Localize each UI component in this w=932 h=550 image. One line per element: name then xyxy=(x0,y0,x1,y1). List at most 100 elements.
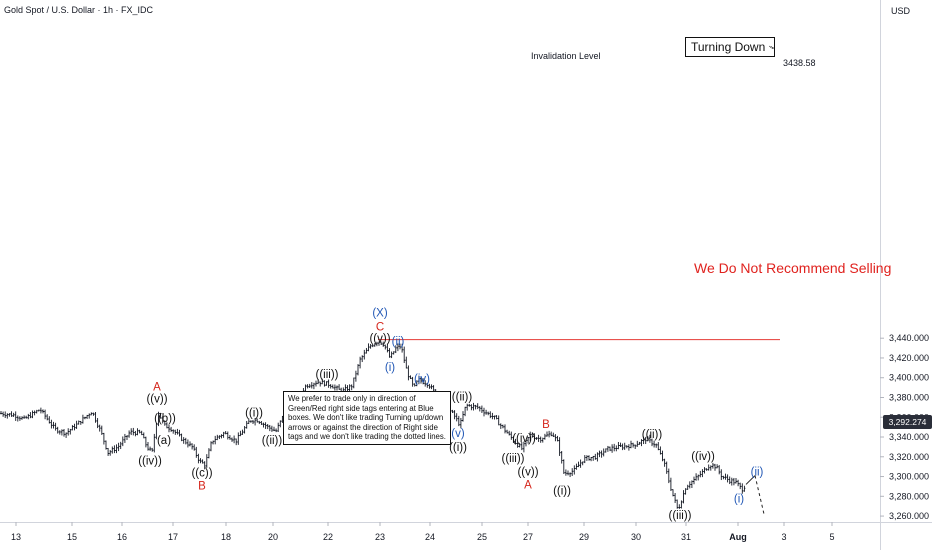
ohlc-bar xyxy=(54,422,57,431)
ohlc-bar xyxy=(149,446,152,451)
ohlc-bar xyxy=(485,409,488,415)
ohlc-bar xyxy=(378,341,380,346)
ohlc-bar xyxy=(109,450,112,456)
x-tick-label: 31 xyxy=(681,532,691,542)
wave-label: ((c)) xyxy=(191,468,212,480)
ohlc-bar xyxy=(613,443,616,452)
ohlc-bar xyxy=(197,453,200,464)
ohlc-bar xyxy=(678,504,681,509)
ohlc-bar xyxy=(180,433,183,442)
ohlc-bar xyxy=(29,412,32,419)
ohlc-bar xyxy=(69,428,72,435)
ohlc-bar xyxy=(472,402,475,411)
ohlc-bar xyxy=(615,445,618,452)
ohlc-bar xyxy=(453,410,456,420)
ohlc-bar xyxy=(12,412,15,417)
ohlc-bar xyxy=(697,474,700,481)
ohlc-bar xyxy=(457,415,460,427)
wave-label: (a) xyxy=(157,435,171,447)
ohlc-bar xyxy=(726,474,729,483)
ohlc-bar xyxy=(741,483,744,494)
ohlc-bar xyxy=(403,346,406,364)
ohlc-bar xyxy=(331,384,334,389)
ohlc-bar xyxy=(651,438,653,447)
wave-label: B xyxy=(542,419,550,431)
ohlc-bar xyxy=(405,356,408,369)
ohlc-bar xyxy=(655,443,658,448)
ohlc-bar xyxy=(65,432,68,438)
ohlc-bar xyxy=(737,479,740,487)
invalidation-label: Invalidation Level xyxy=(531,51,601,61)
ohlc-bar xyxy=(462,411,464,422)
ohlc-bar xyxy=(590,457,593,462)
wave-label: (ii) xyxy=(392,336,405,348)
ohlc-bar xyxy=(659,446,662,455)
ohlc-bar xyxy=(552,432,555,438)
ohlc-bar xyxy=(336,385,338,391)
ohlc-bar xyxy=(105,440,107,450)
ohlc-bar xyxy=(596,452,599,462)
ohlc-bar xyxy=(233,435,236,444)
wave-label: (ii) xyxy=(751,467,764,479)
ohlc-bar xyxy=(268,424,271,432)
ohlc-bar xyxy=(222,431,225,438)
ohlc-bar xyxy=(325,381,328,386)
ohlc-bar xyxy=(369,343,372,349)
ohlc-bar xyxy=(212,440,215,445)
ohlc-bar xyxy=(310,382,313,389)
ohlc-bar xyxy=(365,347,368,354)
ohlc-bar xyxy=(703,467,706,474)
ohlc-bar xyxy=(663,458,666,467)
ohlc-bar xyxy=(63,429,65,437)
ohlc-bar xyxy=(92,412,95,416)
ohlc-bar xyxy=(401,343,404,353)
ohlc-bar xyxy=(546,431,548,437)
ohlc-bar xyxy=(491,412,494,420)
ohlc-bar xyxy=(312,382,315,390)
ohlc-bar xyxy=(42,409,44,414)
ohlc-bar xyxy=(367,343,370,352)
ohlc-bar xyxy=(539,436,542,443)
ohlc-bar xyxy=(571,468,574,476)
ohlc-bar xyxy=(193,444,196,451)
ohlc-bar xyxy=(499,423,502,429)
ohlc-bar xyxy=(37,409,40,412)
wave-label: ((iv)) xyxy=(138,456,162,468)
ohlc-bar xyxy=(451,409,454,414)
ohlc-bar xyxy=(0,411,2,415)
ohlc-bar xyxy=(581,461,584,466)
ohlc-bar xyxy=(216,434,219,441)
x-tick-label: 22 xyxy=(323,532,333,542)
ohlc-bar xyxy=(273,426,275,432)
ohlc-bar xyxy=(126,435,128,441)
wave-label: B xyxy=(198,480,206,492)
ohlc-bar xyxy=(75,420,78,429)
ohlc-bar xyxy=(182,437,185,444)
ohlc-bar xyxy=(630,440,632,449)
ohlc-bar xyxy=(264,422,267,429)
ohlc-bar xyxy=(600,450,603,458)
ohlc-bar xyxy=(199,458,202,464)
ohlc-bar xyxy=(205,454,208,468)
wave-label: ((b)) xyxy=(154,413,176,425)
y-tick-label: 3,400.000 xyxy=(889,373,929,383)
ohlc-bar xyxy=(558,437,561,456)
ohlc-bar xyxy=(518,442,521,448)
ohlc-bar xyxy=(684,488,687,495)
ohlc-bar xyxy=(31,410,34,419)
ohlc-bar xyxy=(396,343,399,352)
ohlc-bar xyxy=(388,348,391,358)
ohlc-bar xyxy=(688,481,691,489)
ohlc-bar xyxy=(308,383,311,388)
ohlc-bar xyxy=(195,446,198,458)
ohlc-bar xyxy=(44,409,47,420)
ohlc-bar xyxy=(716,464,719,469)
ohlc-bar xyxy=(136,428,139,436)
ohlc-bar xyxy=(178,429,181,437)
recommendation-text: We Do Not Recommend Selling xyxy=(694,260,892,276)
ohlc-bar xyxy=(497,415,500,426)
chart-title: Gold Spot / U.S. Dollar · 1h · FX_IDC xyxy=(4,5,154,15)
ohlc-bar xyxy=(732,477,735,486)
